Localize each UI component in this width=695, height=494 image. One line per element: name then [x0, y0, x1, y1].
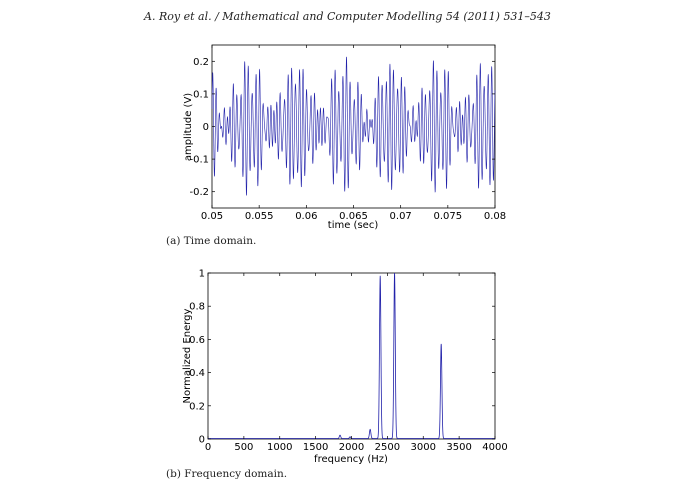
x-tick-label: 0	[205, 442, 211, 453]
y-tick-label: 0.2	[193, 57, 209, 68]
x-tick-label: 0.05	[201, 211, 223, 222]
frequency-domain-ylabel: Normalized Energy	[182, 308, 193, 403]
x-tick-label: 3000	[411, 442, 436, 453]
y-tick-label: 0.1	[193, 89, 209, 100]
time-domain-series-line	[211, 56, 496, 196]
time-domain-plot	[211, 56, 496, 196]
y-tick-label: 0.8	[189, 302, 205, 313]
x-tick-label: 0.06	[295, 211, 317, 222]
time-domain-xlabel: time (sec)	[328, 220, 379, 231]
x-tick-label: 1500	[303, 442, 328, 453]
y-tick-label: -0.1	[189, 155, 209, 166]
x-tick-label: 2000	[339, 442, 364, 453]
y-tick-label: -0.2	[189, 187, 209, 198]
x-tick-label: 500	[234, 442, 253, 453]
y-tick-label: 1	[199, 269, 205, 280]
x-tick-label: 2500	[375, 442, 400, 453]
time-domain-caption: (a) Time domain.	[166, 235, 257, 247]
x-tick-label: 0.065	[339, 211, 368, 222]
time-domain-chart: 0.05 0.055 0.06 0.065 0.07 0.075 0.08 0.2 0.1 0 -…	[183, 44, 506, 231]
x-tick-label: 4000	[482, 442, 507, 453]
x-tick-label: 0.075	[434, 211, 463, 222]
frequency-domain-frame	[207, 272, 496, 440]
x-tick-label: 1000	[267, 442, 292, 453]
y-tick-label: 0.4	[189, 368, 205, 379]
x-tick-label: 3500	[446, 442, 471, 453]
x-tick-label: 0.07	[390, 211, 412, 222]
time-domain-y-ticks: 0.2 0.1 0 -0.1 -0.2	[189, 57, 495, 198]
frequency-domain-caption: (b) Frequency domain.	[166, 468, 288, 480]
x-tick-label: 0.055	[245, 211, 274, 222]
frequency-domain-x-ticks: 0 500 1000 1500 2000 2500 3000 3500 4000	[205, 273, 508, 453]
y-tick-label: 0.6	[189, 335, 205, 346]
frequency-domain-series-line	[208, 272, 495, 439]
frequency-domain-y-ticks: 1 0.8 0.6 0.4 0.2 0	[189, 269, 495, 446]
y-tick-label: 0.2	[189, 401, 205, 412]
y-tick-label: 0	[199, 435, 205, 446]
frequency-domain-xlabel: frequency (Hz)	[314, 454, 388, 465]
page-header: A. Roy et al. / Mathematical and Compute…	[144, 10, 551, 23]
x-tick-label: 0.08	[484, 211, 506, 222]
frequency-domain-plot	[208, 272, 495, 439]
time-domain-ylabel: amplitude (V)	[183, 93, 194, 161]
time-domain-x-ticks: 0.05 0.055 0.06 0.065 0.07 0.075 0.08	[201, 45, 506, 222]
y-tick-label: 0	[203, 122, 209, 133]
frequency-domain-chart: 0 500 1000 1500 2000 2500 3000 3500 4000 1 0.8 0.6…	[182, 269, 508, 466]
